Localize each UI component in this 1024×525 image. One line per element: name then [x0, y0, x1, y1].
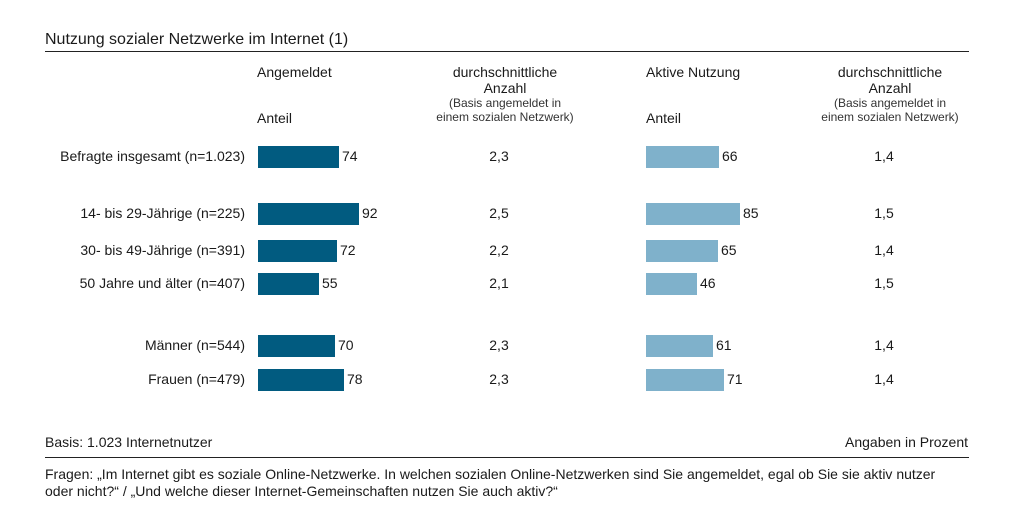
bar-value-active: 71 — [727, 371, 743, 387]
question-text: Fragen: „Im Internet gibt es soziale Onl… — [45, 466, 975, 500]
bar-active — [646, 203, 740, 225]
avg-registered-value: 2,3 — [489, 371, 509, 387]
bar-registered — [258, 203, 359, 225]
avg-active-value: 1,5 — [874, 205, 894, 221]
row-label: Frauen (n=479) — [148, 371, 245, 387]
header-avg-active-line2: Anzahl — [868, 80, 912, 96]
avg-active-value: 1,4 — [874, 371, 894, 387]
row-label: Befragte insgesamt (n=1.023) — [60, 148, 245, 164]
bar-registered — [258, 369, 344, 391]
bar-value-registered: 72 — [340, 242, 356, 258]
header-avg-active: durchschnittliche Anzahl (Basis angemeld… — [790, 64, 990, 124]
bar-value-active: 65 — [721, 242, 737, 258]
unit-note: Angaben in Prozent — [845, 434, 968, 450]
avg-active-value: 1,5 — [874, 275, 894, 291]
footer-divider — [45, 457, 969, 458]
header-avg-active-line1: durchschnittliche — [837, 64, 943, 80]
title-divider — [45, 51, 969, 52]
question-line-1: Fragen: „Im Internet gibt es soziale Onl… — [45, 466, 936, 482]
avg-registered-value: 2,2 — [489, 242, 509, 258]
header-avg-registered-line4: einem sozialen Netzwerk) — [436, 110, 574, 124]
chart-title: Nutzung sozialer Netzwerke im Internet (… — [45, 31, 349, 48]
bar-active — [646, 146, 719, 168]
bar-value-registered: 92 — [362, 205, 378, 221]
bar-active — [646, 369, 724, 391]
header-avg-active-line3: (Basis angemeldet in — [833, 96, 947, 110]
bar-registered — [258, 335, 335, 357]
header-avg-registered-line3: (Basis angemeldet in — [448, 96, 562, 110]
avg-registered-value: 2,1 — [489, 275, 509, 291]
bar-registered — [258, 240, 337, 262]
header-registered: Angemeldet — [257, 64, 332, 80]
row-label: 14- bis 29-Jährige (n=225) — [80, 205, 245, 221]
bar-value-registered: 55 — [322, 275, 338, 291]
row-label: 50 Jahre und älter (n=407) — [79, 275, 245, 291]
bar-active — [646, 273, 697, 295]
bar-value-active: 61 — [716, 337, 732, 353]
avg-active-value: 1,4 — [874, 337, 894, 353]
avg-registered-value: 2,5 — [489, 205, 509, 221]
bar-value-active: 46 — [700, 275, 716, 291]
avg-registered-value: 2,3 — [489, 337, 509, 353]
header-registered-share: Anteil — [257, 110, 293, 126]
bar-registered — [258, 273, 319, 295]
avg-registered-value: 2,3 — [489, 148, 509, 164]
bar-value-registered: 74 — [342, 148, 358, 164]
bar-active — [646, 240, 718, 262]
bar-value-active: 85 — [743, 205, 759, 221]
bar-value-active: 66 — [722, 148, 738, 164]
header-avg-registered-line1: durchschnittliche — [452, 64, 558, 80]
bar-value-registered: 70 — [338, 337, 354, 353]
avg-active-value: 1,4 — [874, 242, 894, 258]
row-label: 30- bis 49-Jährige (n=391) — [80, 242, 245, 258]
bar-value-registered: 78 — [347, 371, 363, 387]
bar-registered — [258, 146, 339, 168]
header-avg-registered: durchschnittliche Anzahl (Basis angemeld… — [405, 64, 605, 124]
question-line-2: oder nicht?“ / „Und welche dieser Intern… — [45, 483, 558, 499]
bar-active — [646, 335, 713, 357]
header-active-share: Anteil — [646, 110, 682, 126]
header-avg-active-line4: einem sozialen Netzwerk) — [821, 110, 959, 124]
avg-active-value: 1,4 — [874, 148, 894, 164]
header-avg-registered-line2: Anzahl — [483, 80, 527, 96]
header-active: Aktive Nutzung — [646, 64, 741, 80]
row-label: Männer (n=544) — [144, 337, 245, 353]
basis-note: Basis: 1.023 Internetnutzer — [45, 434, 213, 450]
